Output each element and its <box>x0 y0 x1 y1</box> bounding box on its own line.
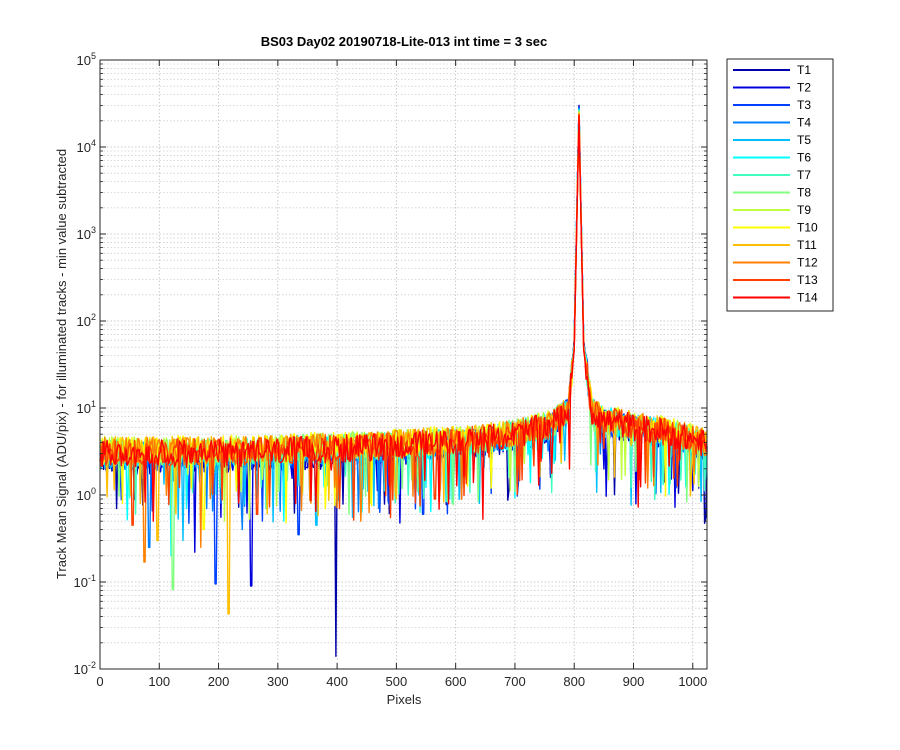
x-tick-label: 0 <box>96 674 103 689</box>
x-tick-label: 600 <box>445 674 467 689</box>
y-tick-label: 105 <box>77 51 96 68</box>
y-tick-label: 10-2 <box>74 660 96 677</box>
legend-label: T6 <box>797 151 811 165</box>
y-tick-label: 10-1 <box>74 573 96 590</box>
plot-frame <box>99 59 708 670</box>
y-tick-label: 101 <box>77 399 96 416</box>
x-tick-label: 800 <box>563 674 585 689</box>
grid <box>99 59 707 670</box>
x-axis-title: Pixels <box>387 692 422 707</box>
x-tick-label: 100 <box>148 674 170 689</box>
legend-label: T7 <box>797 168 811 182</box>
legend-label: T8 <box>797 186 811 200</box>
legend-label: T10 <box>797 221 818 235</box>
legend-label: T9 <box>797 203 811 217</box>
legend-label: T1 <box>797 63 811 77</box>
y-tick-label: 103 <box>77 225 96 242</box>
x-tick-label: 200 <box>208 674 230 689</box>
legend: T1 T2 T3 T4 T5 T6 T7 T8 T9 T10 T11 T12 T13 T14 <box>726 58 834 312</box>
legend-label: T4 <box>797 116 811 130</box>
x-tick-label: 300 <box>267 674 289 689</box>
legend-items: T1 T2 T3 T4 T5 T6 T7 T8 T9 T10 T11 T12 T13 T14 <box>733 63 818 305</box>
y-tick-label: 102 <box>77 312 96 329</box>
series-lines <box>99 104 708 657</box>
y-axis-title: Track Mean Signal (ADU/pix) - for illumi… <box>54 149 69 579</box>
legend-label: T5 <box>797 133 811 147</box>
chart-title: BS03 Day02 20190718-Lite-013 int time = … <box>261 34 548 49</box>
x-tick-label: 400 <box>326 674 348 689</box>
legend-label: T11 <box>797 238 817 252</box>
series-line-t14 <box>99 114 708 522</box>
legend-label: T14 <box>797 291 818 305</box>
legend-box <box>726 58 834 312</box>
y-tick-label: 104 <box>77 138 96 155</box>
legend-label: T13 <box>797 273 818 287</box>
x-tick-label: 500 <box>386 674 408 689</box>
x-tick-label: 700 <box>504 674 526 689</box>
y-tick-label: 100 <box>77 486 96 503</box>
x-tick-label: 1000 <box>678 674 707 689</box>
axis-ticks: 0 100 200 300 400 500 600 700 800 900 1000 10-2 10-1… <box>74 51 708 689</box>
legend-label: T3 <box>797 98 811 112</box>
legend-label: T12 <box>797 256 818 270</box>
legend-label: T2 <box>797 81 811 95</box>
plot-area <box>100 60 707 669</box>
x-tick-label: 900 <box>623 674 645 689</box>
